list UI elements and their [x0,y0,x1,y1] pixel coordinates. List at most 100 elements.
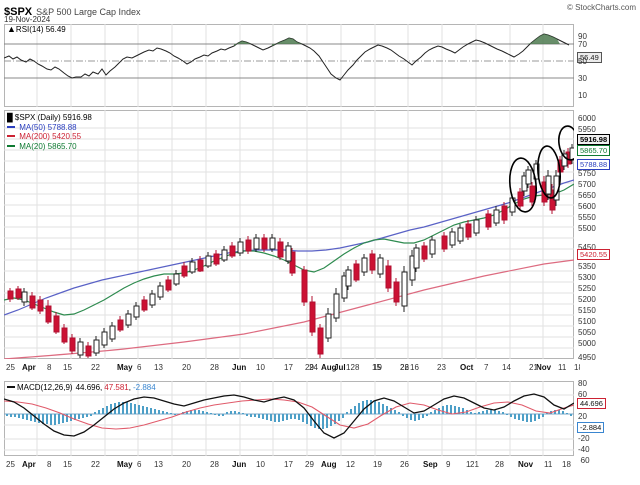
price-ytick-5550: 5550 [578,213,596,222]
price-value-box-ma200: 5420.55 [577,249,611,260]
ma20-line [4,183,574,316]
svg-text:Nov: Nov [518,460,534,469]
svg-text:11: 11 [544,460,553,469]
svg-text:8: 8 [47,363,52,372]
svg-text:25: 25 [6,460,15,469]
price-plot [4,110,574,359]
svg-text:Sep: Sep [423,460,438,469]
macd-legend-v2: 47.581 [104,383,129,392]
price-ytick-5100: 5100 [578,317,596,326]
svg-text:26: 26 [400,363,409,372]
svg-text:28: 28 [210,363,219,372]
svg-text:17: 17 [284,363,293,372]
svg-text:18: 18 [574,363,580,372]
macd-line [4,393,574,439]
macd-legend-v3: -2.884 [132,383,156,392]
price-legend: █ $SPX (Daily) 5916.98 MA(50) 5788.88 MA… [7,113,92,151]
macd-ytick-20: 20 [578,412,587,421]
macd-histogram [6,400,572,429]
price-ytick-5700: 5700 [578,180,596,189]
price-ytick-5000: 5000 [578,339,596,348]
price-ytick-5050: 5050 [578,328,596,337]
svg-text:17: 17 [284,460,293,469]
price-ytick-5450: 5450 [578,243,596,252]
price-ytick-5350: 5350 [578,262,596,271]
macd-legend-name: MACD(12,26,9) [17,383,73,392]
legend-row-ma20: MA(20) 5865.70 [7,142,92,152]
x-axis-top-end: Nov 11 18 [536,362,580,373]
macd-ytick-neg20: -20 [578,434,590,443]
macd-legend-v1: 44.696 [75,383,101,392]
svg-text:Apr: Apr [22,460,36,469]
symbol-name: S&P 500 Large Cap Index [36,7,141,17]
macd-ytick-80: 80 [578,379,587,388]
macd-ytick-neg60: -60 [578,456,590,465]
price-value-box-ma50: 5788.88 [577,159,611,170]
svg-text:12: 12 [346,460,355,469]
candlestick-series [7,144,574,358]
svg-text:21: 21 [529,363,538,372]
svg-text:Jun: Jun [232,363,246,372]
price-ytick-5650: 5650 [578,191,596,200]
legend-row-ma50: MA(50) 5788.88 [7,123,92,133]
svg-text:8: 8 [355,363,360,372]
rsi-ytick-50: 50 [578,57,587,66]
svg-text:13: 13 [154,460,163,469]
ma50-swatch-icon [7,125,15,128]
svg-text:24: 24 [309,363,318,372]
svg-text:May: May [117,363,133,372]
svg-text:9: 9 [446,460,451,469]
rsi-ytick-10: 10 [578,91,587,100]
price-ytick-5950: 5950 [578,125,596,134]
symbol-ticker: $SPX [4,6,33,18]
svg-text:28: 28 [210,460,219,469]
rsi-ytick-70: 70 [578,40,587,49]
macd-ytick-60: 60 [578,390,587,399]
svg-text:28: 28 [495,460,504,469]
svg-text:13: 13 [154,363,163,372]
svg-text:Jul: Jul [334,363,346,372]
price-value-box-last: 5916.98 [577,134,611,145]
x-axis-bottom-tail: 21 28 Nov 11 18 [470,459,580,471]
price-ytick-4950: 4950 [578,353,596,362]
macd-panel [4,381,574,456]
price-panel [4,110,574,359]
candle-icon: █ [7,113,13,122]
macd-plot [4,381,574,456]
svg-text:15: 15 [372,363,381,372]
rsi-plot [4,24,574,107]
svg-text:18: 18 [562,460,571,469]
svg-text:10: 10 [256,460,265,469]
price-ytick-6000: 6000 [578,114,596,123]
price-ytick-5250: 5250 [578,284,596,293]
rsi-legend: ▲RSI(14) 56.49 [7,24,66,35]
svg-text:10: 10 [256,363,265,372]
macd-value-box-macd: 44.696 [577,398,606,409]
annotation-ellipse-3 [558,125,574,161]
svg-text:6: 6 [137,363,142,372]
svg-text:15: 15 [63,460,72,469]
ma20-swatch-icon [7,144,15,147]
rsi-chart-icon: ▲ [7,24,16,34]
annotation-ellipse-1 [508,157,538,213]
svg-text:Oct: Oct [460,363,474,372]
legend-ma50-label: MA(50) 5788.88 [19,122,77,132]
svg-text:12: 12 [346,363,355,372]
price-value-box-ma20: 5865.70 [577,145,611,156]
legend-row-ma200: MA(200) 5420.55 [7,132,92,142]
rsi-ytick-30: 30 [578,74,587,83]
chart-title: $SPX S&P 500 Large Cap Index [4,2,141,20]
macd-value-box-hist: -2.884 [577,422,605,433]
svg-text:6: 6 [137,460,142,469]
legend-spx-label: $SPX (Daily) 5916.98 [14,113,92,122]
rsi-panel [4,24,574,107]
legend-ma20-label: MA(20) 5865.70 [19,141,77,151]
ma200-swatch-icon [7,135,15,137]
legend-row-spx: █ $SPX (Daily) 5916.98 [7,113,92,123]
svg-text:16: 16 [410,363,419,372]
price-ytick-5200: 5200 [578,295,596,304]
svg-text:22: 22 [91,460,100,469]
svg-text:14: 14 [502,363,511,372]
svg-text:29: 29 [305,460,314,469]
